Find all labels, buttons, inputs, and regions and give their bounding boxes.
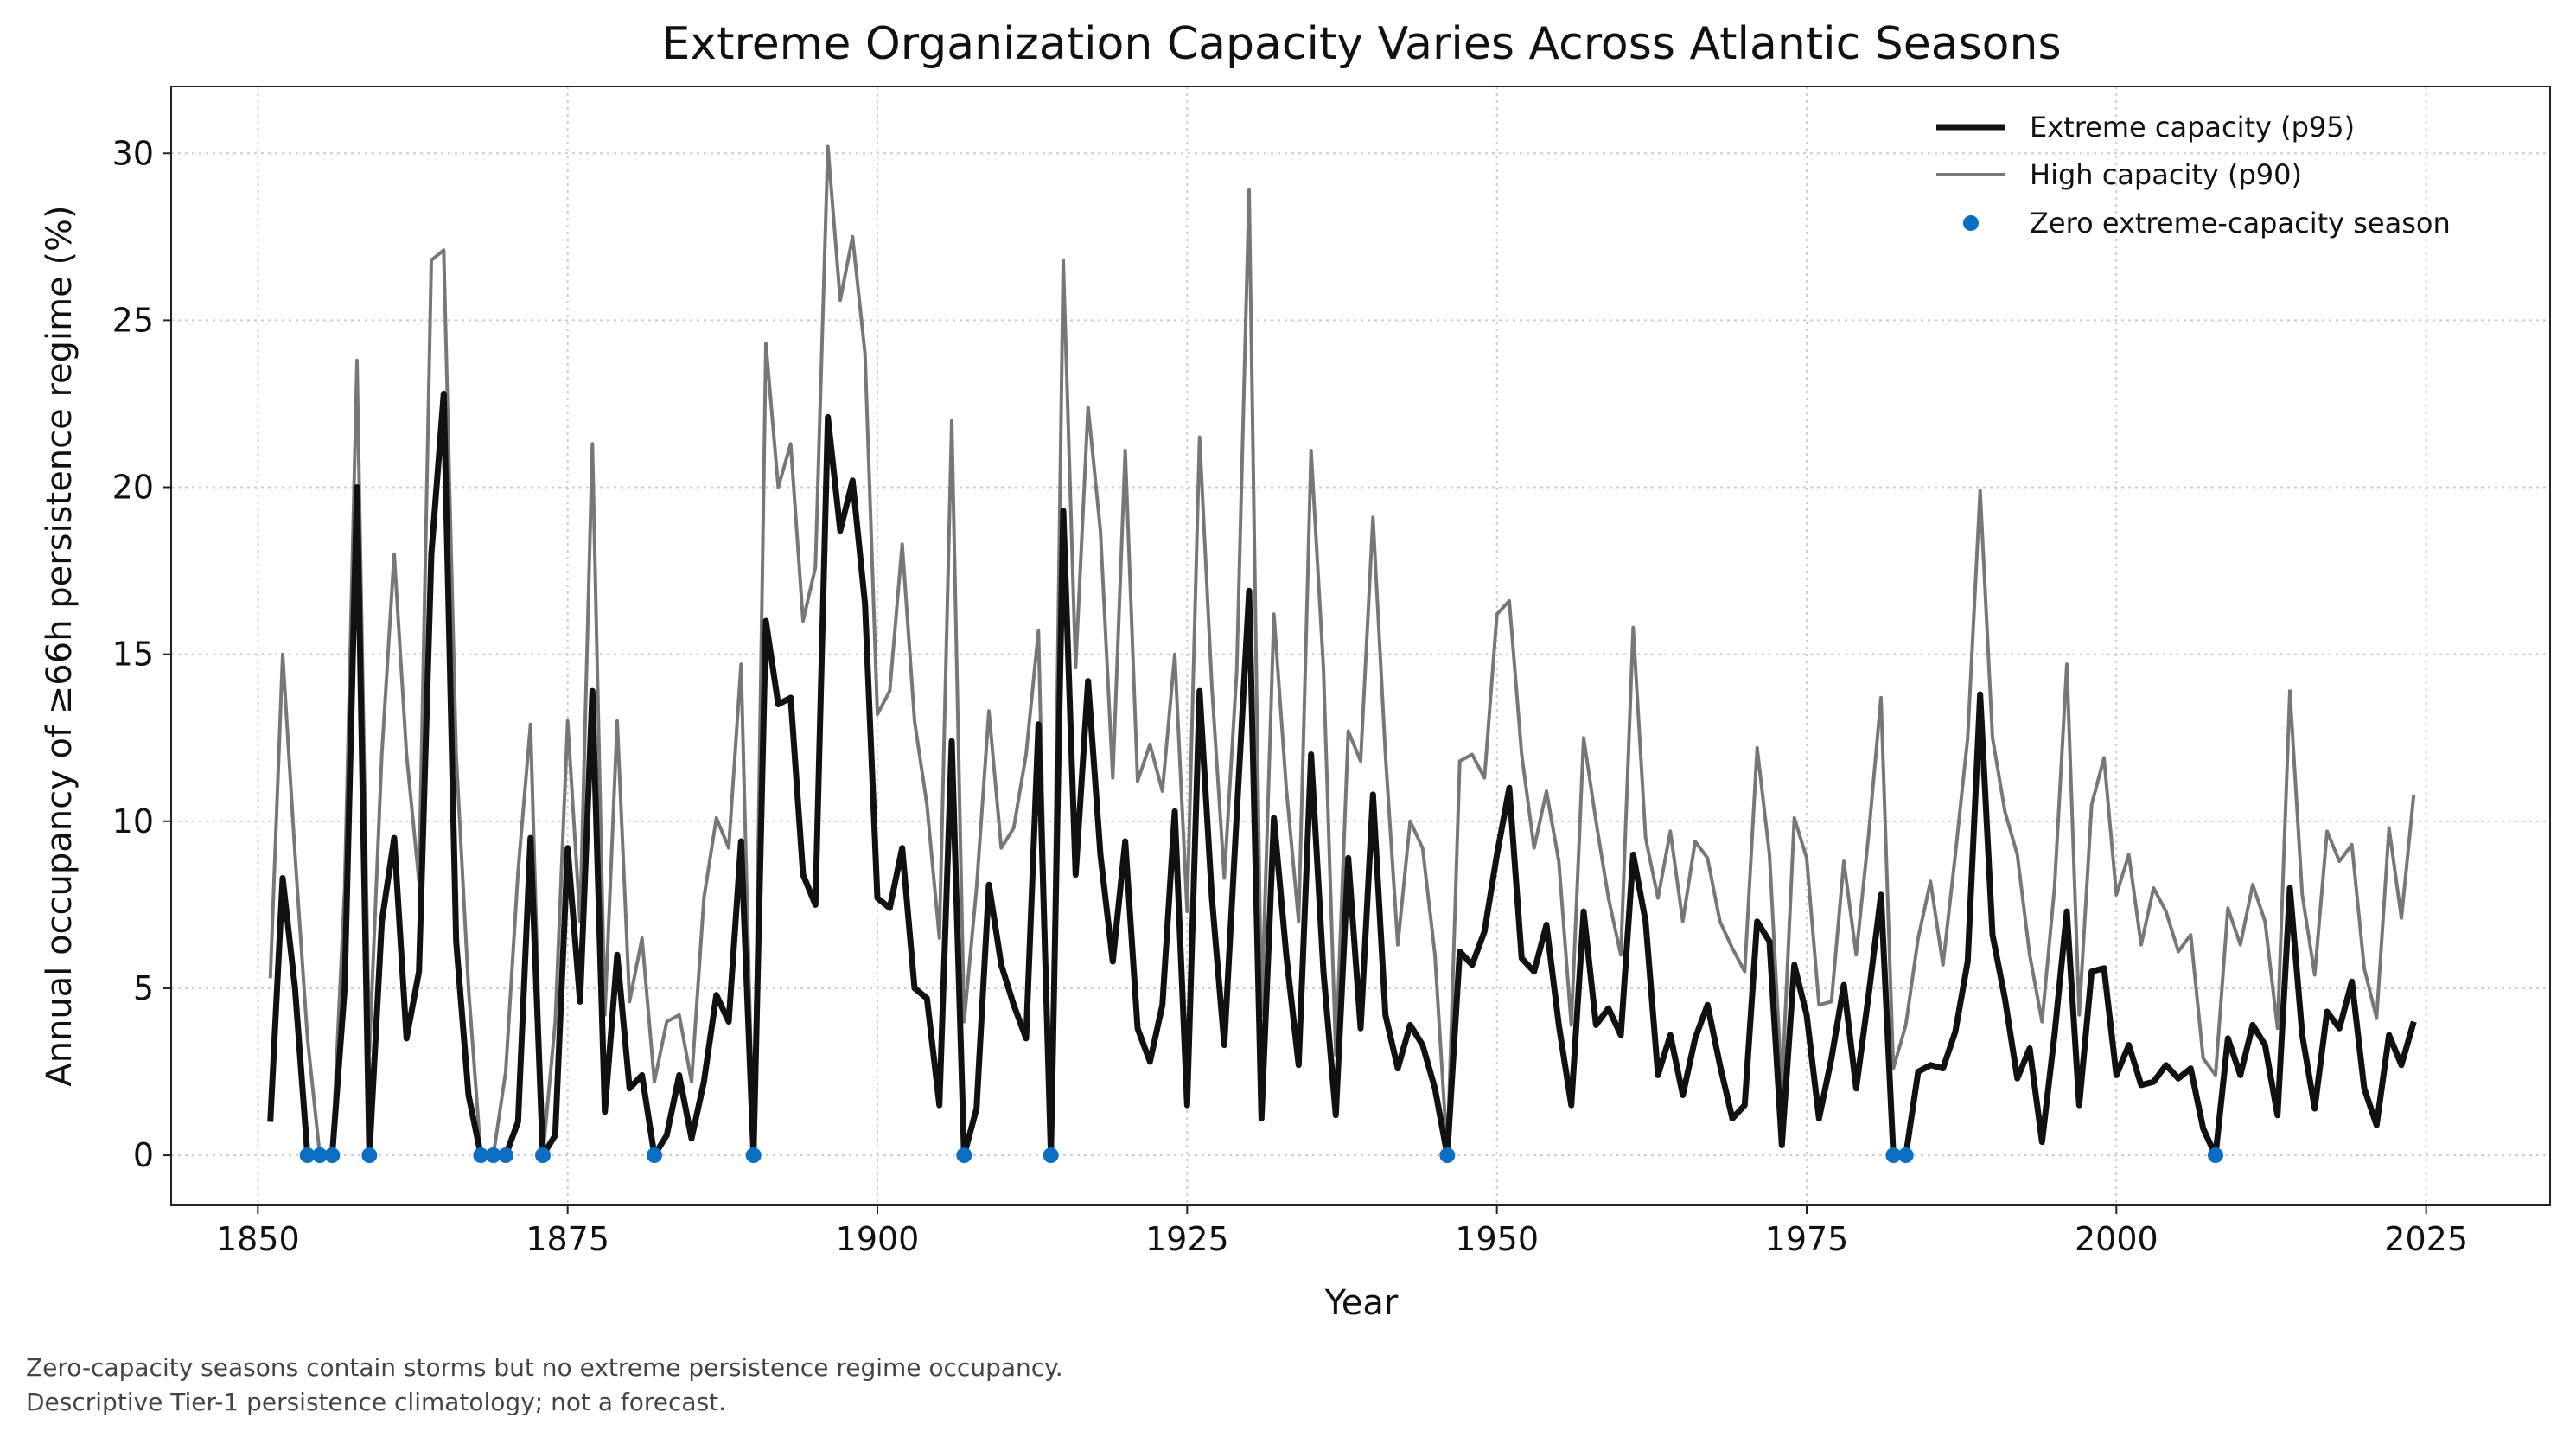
zero-season-marker <box>312 1147 328 1164</box>
zero-markers <box>299 1147 2223 1164</box>
zero-season-marker <box>1043 1147 1059 1164</box>
y-tick-label: 30 <box>112 134 154 172</box>
y-tick-label: 10 <box>112 802 154 840</box>
x-tick-label: 2000 <box>2075 1220 2158 1258</box>
x-tick-label: 1950 <box>1455 1220 1539 1258</box>
zero-season-marker <box>2208 1147 2223 1164</box>
zero-season-marker <box>956 1147 972 1164</box>
legend: Extreme capacity (p95) High capacity (p9… <box>1936 111 2451 240</box>
y-tick-label: 5 <box>133 969 154 1007</box>
zero-season-marker <box>647 1147 662 1164</box>
grid <box>171 86 2550 1205</box>
legend-label-zero: Zero extreme-capacity season <box>2030 207 2451 240</box>
y-axis: 0 5 10 15 20 25 30 <box>112 134 171 1174</box>
zero-season-marker <box>361 1147 378 1164</box>
zero-season-marker <box>498 1147 513 1164</box>
zero-season-marker <box>1885 1147 1902 1164</box>
series-line-high <box>268 144 2416 1158</box>
y-tick-label: 20 <box>112 469 154 507</box>
y-tick-label: 0 <box>133 1136 154 1174</box>
y-tick-label: 15 <box>112 636 154 674</box>
series-layer <box>267 144 2417 1159</box>
x-tick-label: 1850 <box>216 1220 300 1258</box>
series-line-extreme <box>267 390 2417 1159</box>
plot-frame <box>170 86 2551 1206</box>
y-axis-label: Annual occupancy of ≥66h persistence reg… <box>40 205 80 1086</box>
x-tick-label: 1925 <box>1145 1220 1229 1258</box>
legend-label-extreme: Extreme capacity (p95) <box>2030 111 2355 144</box>
zero-season-marker <box>1897 1147 1914 1164</box>
zero-season-marker <box>745 1147 762 1164</box>
chart-title: Extreme Organization Capacity Varies Acr… <box>661 18 2061 70</box>
y-tick-label: 25 <box>112 301 154 339</box>
zero-season-marker <box>1439 1147 1456 1164</box>
footnote-line-2: Descriptive Tier-1 persistence climatolo… <box>26 1388 727 1416</box>
x-tick-label: 1975 <box>1765 1220 1849 1258</box>
zero-season-marker <box>324 1147 341 1164</box>
footnote-line-1: Zero-capacity seasons contain storms but… <box>26 1353 1063 1382</box>
x-tick-label: 1900 <box>836 1220 920 1258</box>
zero-season-marker <box>485 1147 501 1164</box>
x-tick-label: 1875 <box>526 1220 609 1258</box>
x-axis: 1850 1875 1900 1925 1950 1975 2000 2025 <box>216 1205 2468 1258</box>
x-axis-label: Year <box>1324 1283 1399 1323</box>
x-tick-label: 2025 <box>2384 1220 2468 1258</box>
legend-swatch-zero <box>1963 215 1979 231</box>
zero-season-marker <box>535 1147 551 1164</box>
zero-season-marker <box>299 1147 316 1164</box>
zero-season-marker <box>473 1147 489 1164</box>
legend-label-high: High capacity (p90) <box>2030 158 2302 191</box>
